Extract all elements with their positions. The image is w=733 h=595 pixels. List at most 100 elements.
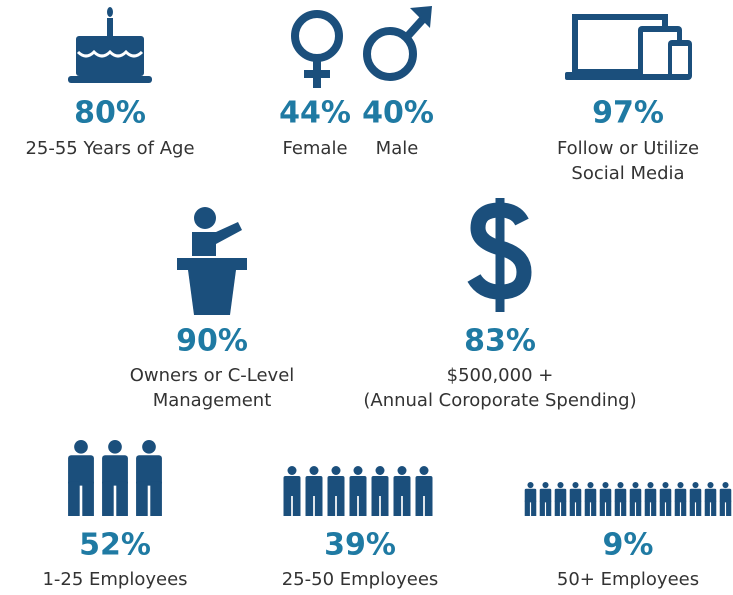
person-part (689, 500, 695, 516)
person-part (572, 482, 579, 489)
people-icons (68, 440, 732, 516)
person-part (292, 493, 301, 516)
male-icon (363, 6, 432, 81)
stat-label: $500,000 + (447, 365, 554, 386)
person-part (561, 500, 567, 516)
person-part (674, 488, 687, 503)
stat-label: Follow or Utilize (557, 138, 699, 159)
stat-value: 9% (603, 528, 654, 563)
person-part (614, 500, 620, 516)
person-part (305, 493, 314, 516)
stat-label: Male (376, 138, 419, 159)
person-part (719, 488, 732, 503)
stat-value: 40% (362, 96, 434, 131)
person-part (606, 500, 612, 516)
stat-label: (Annual Coroporate Spending) (363, 390, 636, 411)
person-part (584, 500, 590, 516)
person-part (576, 500, 582, 516)
person-part (704, 488, 717, 503)
person-part (569, 488, 582, 503)
person-part (662, 482, 669, 489)
person-part (424, 493, 433, 516)
person-part (632, 482, 639, 489)
devices-icon (565, 14, 692, 80)
person-part (68, 455, 94, 486)
stat-label: 25-50 Employees (282, 569, 439, 590)
dollar-icon (467, 198, 532, 312)
person-part (283, 493, 292, 516)
person-part (393, 476, 411, 496)
person-part (659, 488, 672, 503)
person-part (108, 440, 122, 454)
person-part (415, 493, 424, 516)
person-part (707, 482, 714, 489)
person-part (666, 500, 672, 516)
stat-label: 25-55 Years of Age (25, 138, 194, 159)
person-part (136, 481, 148, 516)
person-part (393, 493, 402, 516)
person-part (402, 493, 411, 516)
person-part (353, 466, 363, 475)
person-part (74, 440, 88, 454)
person-part (659, 500, 665, 516)
person-part (599, 488, 612, 503)
person-part (116, 481, 128, 516)
person-part (375, 466, 385, 475)
person-part (674, 500, 680, 516)
person-part (681, 500, 687, 516)
person-part (397, 466, 407, 475)
person-part (142, 440, 156, 454)
person-part (704, 500, 710, 516)
person-part (677, 482, 684, 489)
person-part (614, 488, 627, 503)
stat-label: 1-25 Employees (42, 569, 187, 590)
person-part (542, 482, 549, 489)
person-part (331, 466, 341, 475)
person-part (599, 500, 605, 516)
person-part (415, 476, 433, 496)
person-part (554, 488, 567, 503)
person-part (524, 488, 537, 503)
person-part (722, 482, 729, 489)
person-part (150, 481, 162, 516)
person-part (305, 476, 323, 496)
person-part (531, 500, 537, 516)
person-part (621, 500, 627, 516)
person-part (336, 493, 345, 516)
person-part (539, 500, 545, 516)
person-part (651, 500, 657, 516)
person-part (419, 466, 429, 475)
person-part (636, 500, 642, 516)
stat-value: 80% (74, 96, 146, 131)
person-part (527, 482, 534, 489)
person-part (314, 493, 323, 516)
person-part (602, 482, 609, 489)
stat-value: 83% (464, 324, 536, 359)
stat-label: Management (153, 390, 272, 411)
stat-value: 97% (592, 96, 664, 131)
stat-value: 39% (324, 528, 396, 563)
person-part (539, 488, 552, 503)
stat-value: 52% (79, 528, 151, 563)
person-part (102, 481, 114, 516)
stat-value: 90% (176, 324, 248, 359)
person-part (644, 500, 650, 516)
person-part (554, 500, 560, 516)
person-part (327, 476, 345, 496)
person-part (726, 500, 732, 516)
person-part (371, 493, 380, 516)
person-part (689, 488, 702, 503)
person-part (692, 482, 699, 489)
person-part (524, 500, 530, 516)
person-part (102, 455, 128, 486)
person-part (349, 476, 367, 496)
person-part (136, 455, 162, 486)
person-part (711, 500, 717, 516)
person-part (82, 481, 94, 516)
cake-icon (68, 7, 152, 83)
person-part (349, 493, 358, 516)
person-part (546, 500, 552, 516)
person-part (557, 482, 564, 489)
female-icon (291, 10, 343, 88)
stat-label: Female (282, 138, 347, 159)
